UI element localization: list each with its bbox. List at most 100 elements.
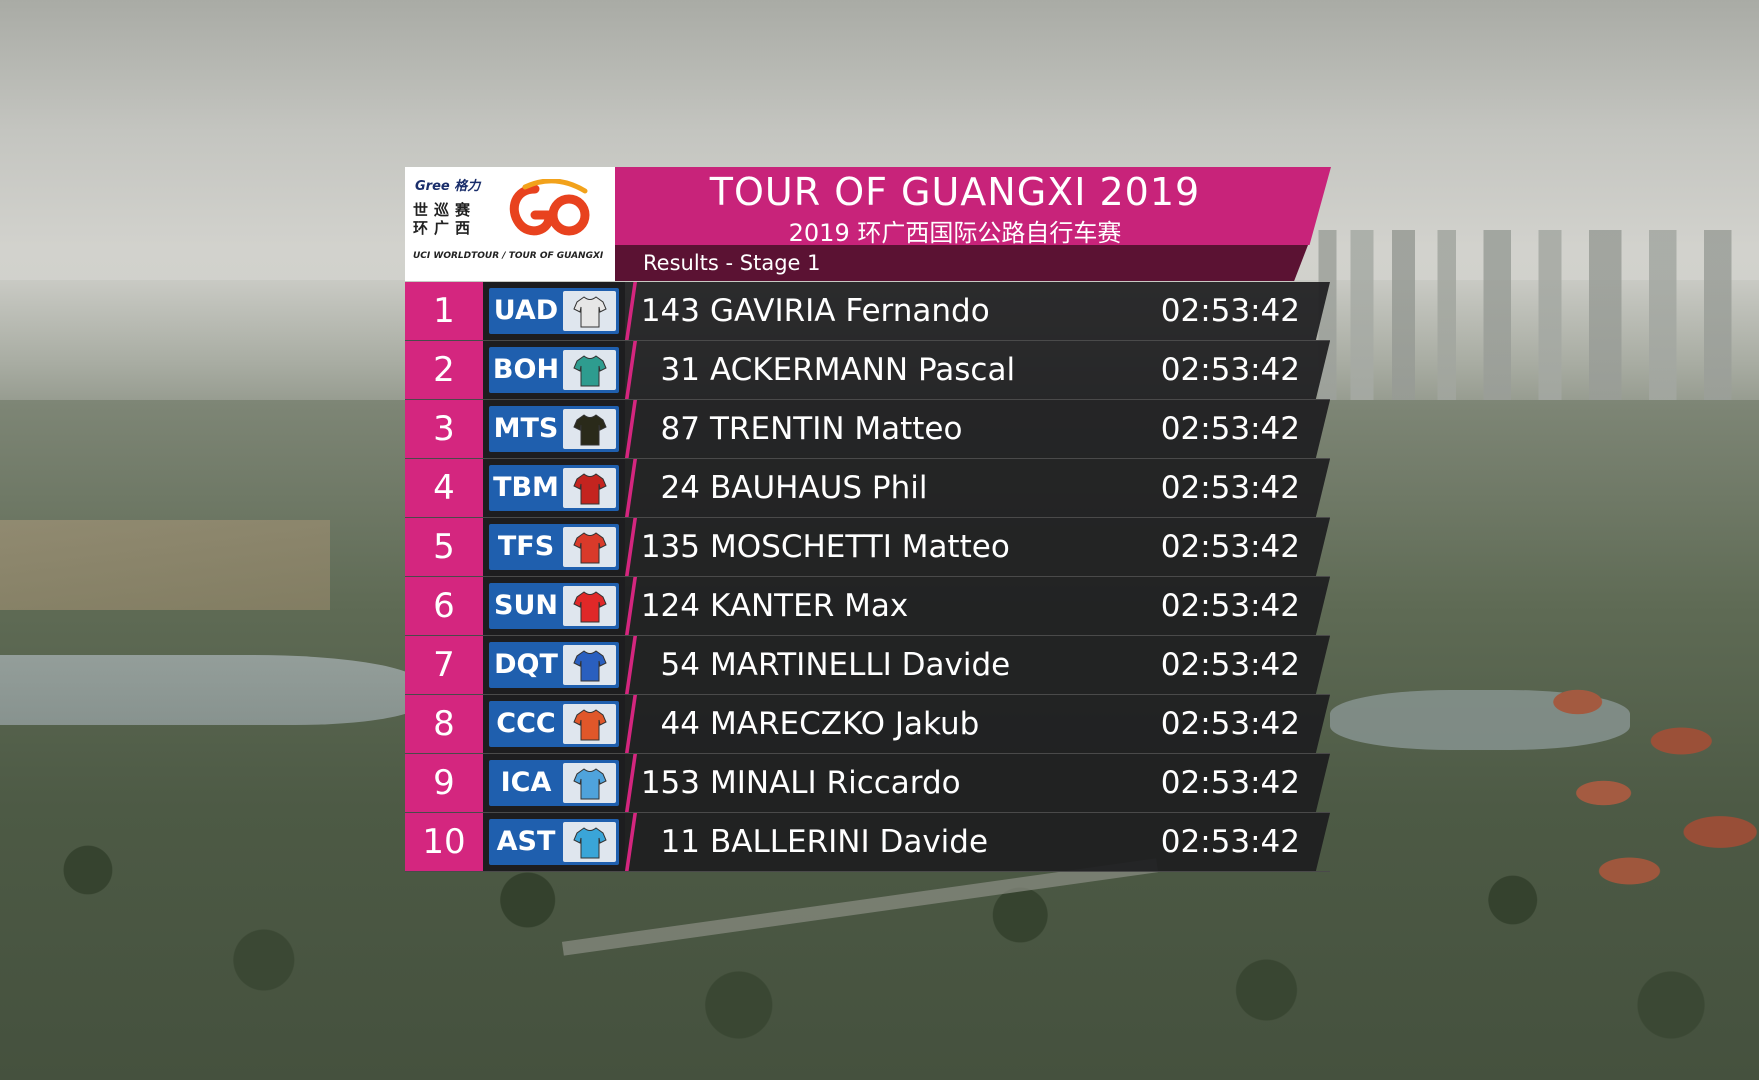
finish-time: 02:53:42: [1160, 293, 1300, 329]
result-row: 9 ICA 153 MINALI Riccardo 02:53:42: [405, 754, 1330, 813]
result-row: 3 MTS 87 TRENTIN Matteo 02:53:42: [405, 400, 1330, 459]
position-number: 10: [405, 813, 483, 871]
jersey-icon: [573, 591, 607, 623]
jersey-tile: [563, 822, 616, 862]
team-cell: TFS: [483, 518, 625, 576]
position-number: 5: [405, 518, 483, 576]
team-code: DQT: [494, 649, 558, 680]
sponsor-logo-text: Gree 格力: [415, 179, 481, 194]
distant-skyline: [1300, 230, 1759, 410]
jersey-tile: [563, 645, 616, 685]
header-banner: [615, 167, 1331, 245]
row-background: [625, 341, 1330, 399]
team-code: TBM: [493, 472, 559, 503]
finish-time: 02:53:42: [1160, 706, 1300, 742]
team-cell: MTS: [483, 400, 625, 458]
team-badge: BOH: [489, 347, 619, 393]
position-number: 7: [405, 636, 483, 694]
bib-number: 31: [660, 352, 700, 388]
row-background: [625, 518, 1330, 576]
row-background: [625, 754, 1330, 812]
row-background: [625, 459, 1330, 517]
rider-name: MARTINELLI Davide: [710, 647, 1011, 683]
finish-time: 02:53:42: [1160, 824, 1300, 860]
team-code: SUN: [494, 590, 558, 621]
rider-name: MINALI Riccardo: [710, 765, 961, 801]
jersey-icon: [573, 473, 607, 505]
jersey-icon: [573, 650, 607, 682]
result-row: 10 AST 11 BALLERINI Davide 02:53:42: [405, 813, 1330, 872]
jersey-icon: [573, 709, 607, 741]
jersey-tile: [563, 704, 616, 744]
team-cell: DQT: [483, 636, 625, 694]
team-cell: AST: [483, 813, 625, 871]
team-code: AST: [496, 826, 556, 857]
jersey-tile: [563, 763, 616, 803]
team-badge: CCC: [489, 701, 619, 747]
team-cell: ICA: [483, 754, 625, 812]
bib-number: 54: [660, 647, 700, 683]
team-badge: MTS: [489, 406, 619, 452]
row-background: [625, 400, 1330, 458]
team-cell: BOH: [483, 341, 625, 399]
row-background: [625, 695, 1330, 753]
team-code: BOH: [492, 354, 560, 385]
team-code: MTS: [493, 413, 559, 444]
team-cell: UAD: [483, 282, 625, 340]
position-number: 3: [405, 400, 483, 458]
rider-name: MARECZKO Jakub: [710, 706, 980, 742]
position-number: 9: [405, 754, 483, 812]
team-cell: TBM: [483, 459, 625, 517]
go-logo-icon: [509, 179, 590, 236]
position-number: 8: [405, 695, 483, 753]
bib-number: 44: [660, 706, 700, 742]
position-number: 6: [405, 577, 483, 635]
logo-chinese-text: 世巡赛 环广西: [413, 201, 477, 237]
results-label: Results - Stage 1: [643, 251, 821, 275]
team-cell: SUN: [483, 577, 625, 635]
team-cell: CCC: [483, 695, 625, 753]
team-badge: TFS: [489, 524, 619, 570]
bib-number: 135: [640, 529, 700, 565]
jersey-icon: [573, 532, 607, 564]
bib-number: 87: [660, 411, 700, 447]
team-code: UAD: [493, 295, 559, 326]
jersey-tile: [563, 586, 616, 626]
result-row: 2 BOH 31 ACKERMANN Pascal 02:53:42: [405, 341, 1330, 400]
finish-time: 02:53:42: [1160, 588, 1300, 624]
jersey-tile: [563, 468, 616, 508]
rider-name: TRENTIN Matteo: [710, 411, 963, 447]
bib-number: 124: [640, 588, 700, 624]
rider-name: BAUHAUS Phil: [710, 470, 928, 506]
team-badge: ICA: [489, 760, 619, 806]
finish-time: 02:53:42: [1160, 529, 1300, 565]
rider-name: ACKERMANN Pascal: [710, 352, 1016, 388]
team-code: ICA: [500, 767, 552, 798]
row-background: [625, 577, 1330, 635]
results-table: 1 UAD 143 GAVIRIA Fernando 02:53:42 2 BO…: [405, 282, 1330, 872]
bib-number: 143: [640, 293, 700, 329]
result-row: 1 UAD 143 GAVIRIA Fernando 02:53:42: [405, 282, 1330, 341]
team-badge: TBM: [489, 465, 619, 511]
team-code: CCC: [496, 708, 556, 739]
rider-name: MOSCHETTI Matteo: [710, 529, 1010, 565]
team-code: TFS: [497, 531, 555, 562]
position-number: 2: [405, 341, 483, 399]
river: [0, 655, 420, 725]
race-title: TOUR OF GUANGXI 2019: [709, 170, 1201, 214]
jersey-icon: [573, 827, 607, 859]
position-number: 4: [405, 459, 483, 517]
result-row: 8 CCC 44 MARECZKO Jakub 02:53:42: [405, 695, 1330, 754]
finish-time: 02:53:42: [1160, 470, 1300, 506]
bib-number: 153: [640, 765, 700, 801]
bib-number: 11: [660, 824, 700, 860]
finish-time: 02:53:42: [1160, 352, 1300, 388]
result-row: 5 TFS 135 MOSCHETTI Matteo 02:53:42: [405, 518, 1330, 577]
finish-time: 02:53:42: [1160, 647, 1300, 683]
row-background: [625, 282, 1330, 340]
row-background: [625, 813, 1330, 871]
bib-number: 24: [660, 470, 700, 506]
position-number: 1: [405, 282, 483, 340]
jersey-icon: [573, 414, 607, 446]
jersey-tile: [563, 409, 616, 449]
